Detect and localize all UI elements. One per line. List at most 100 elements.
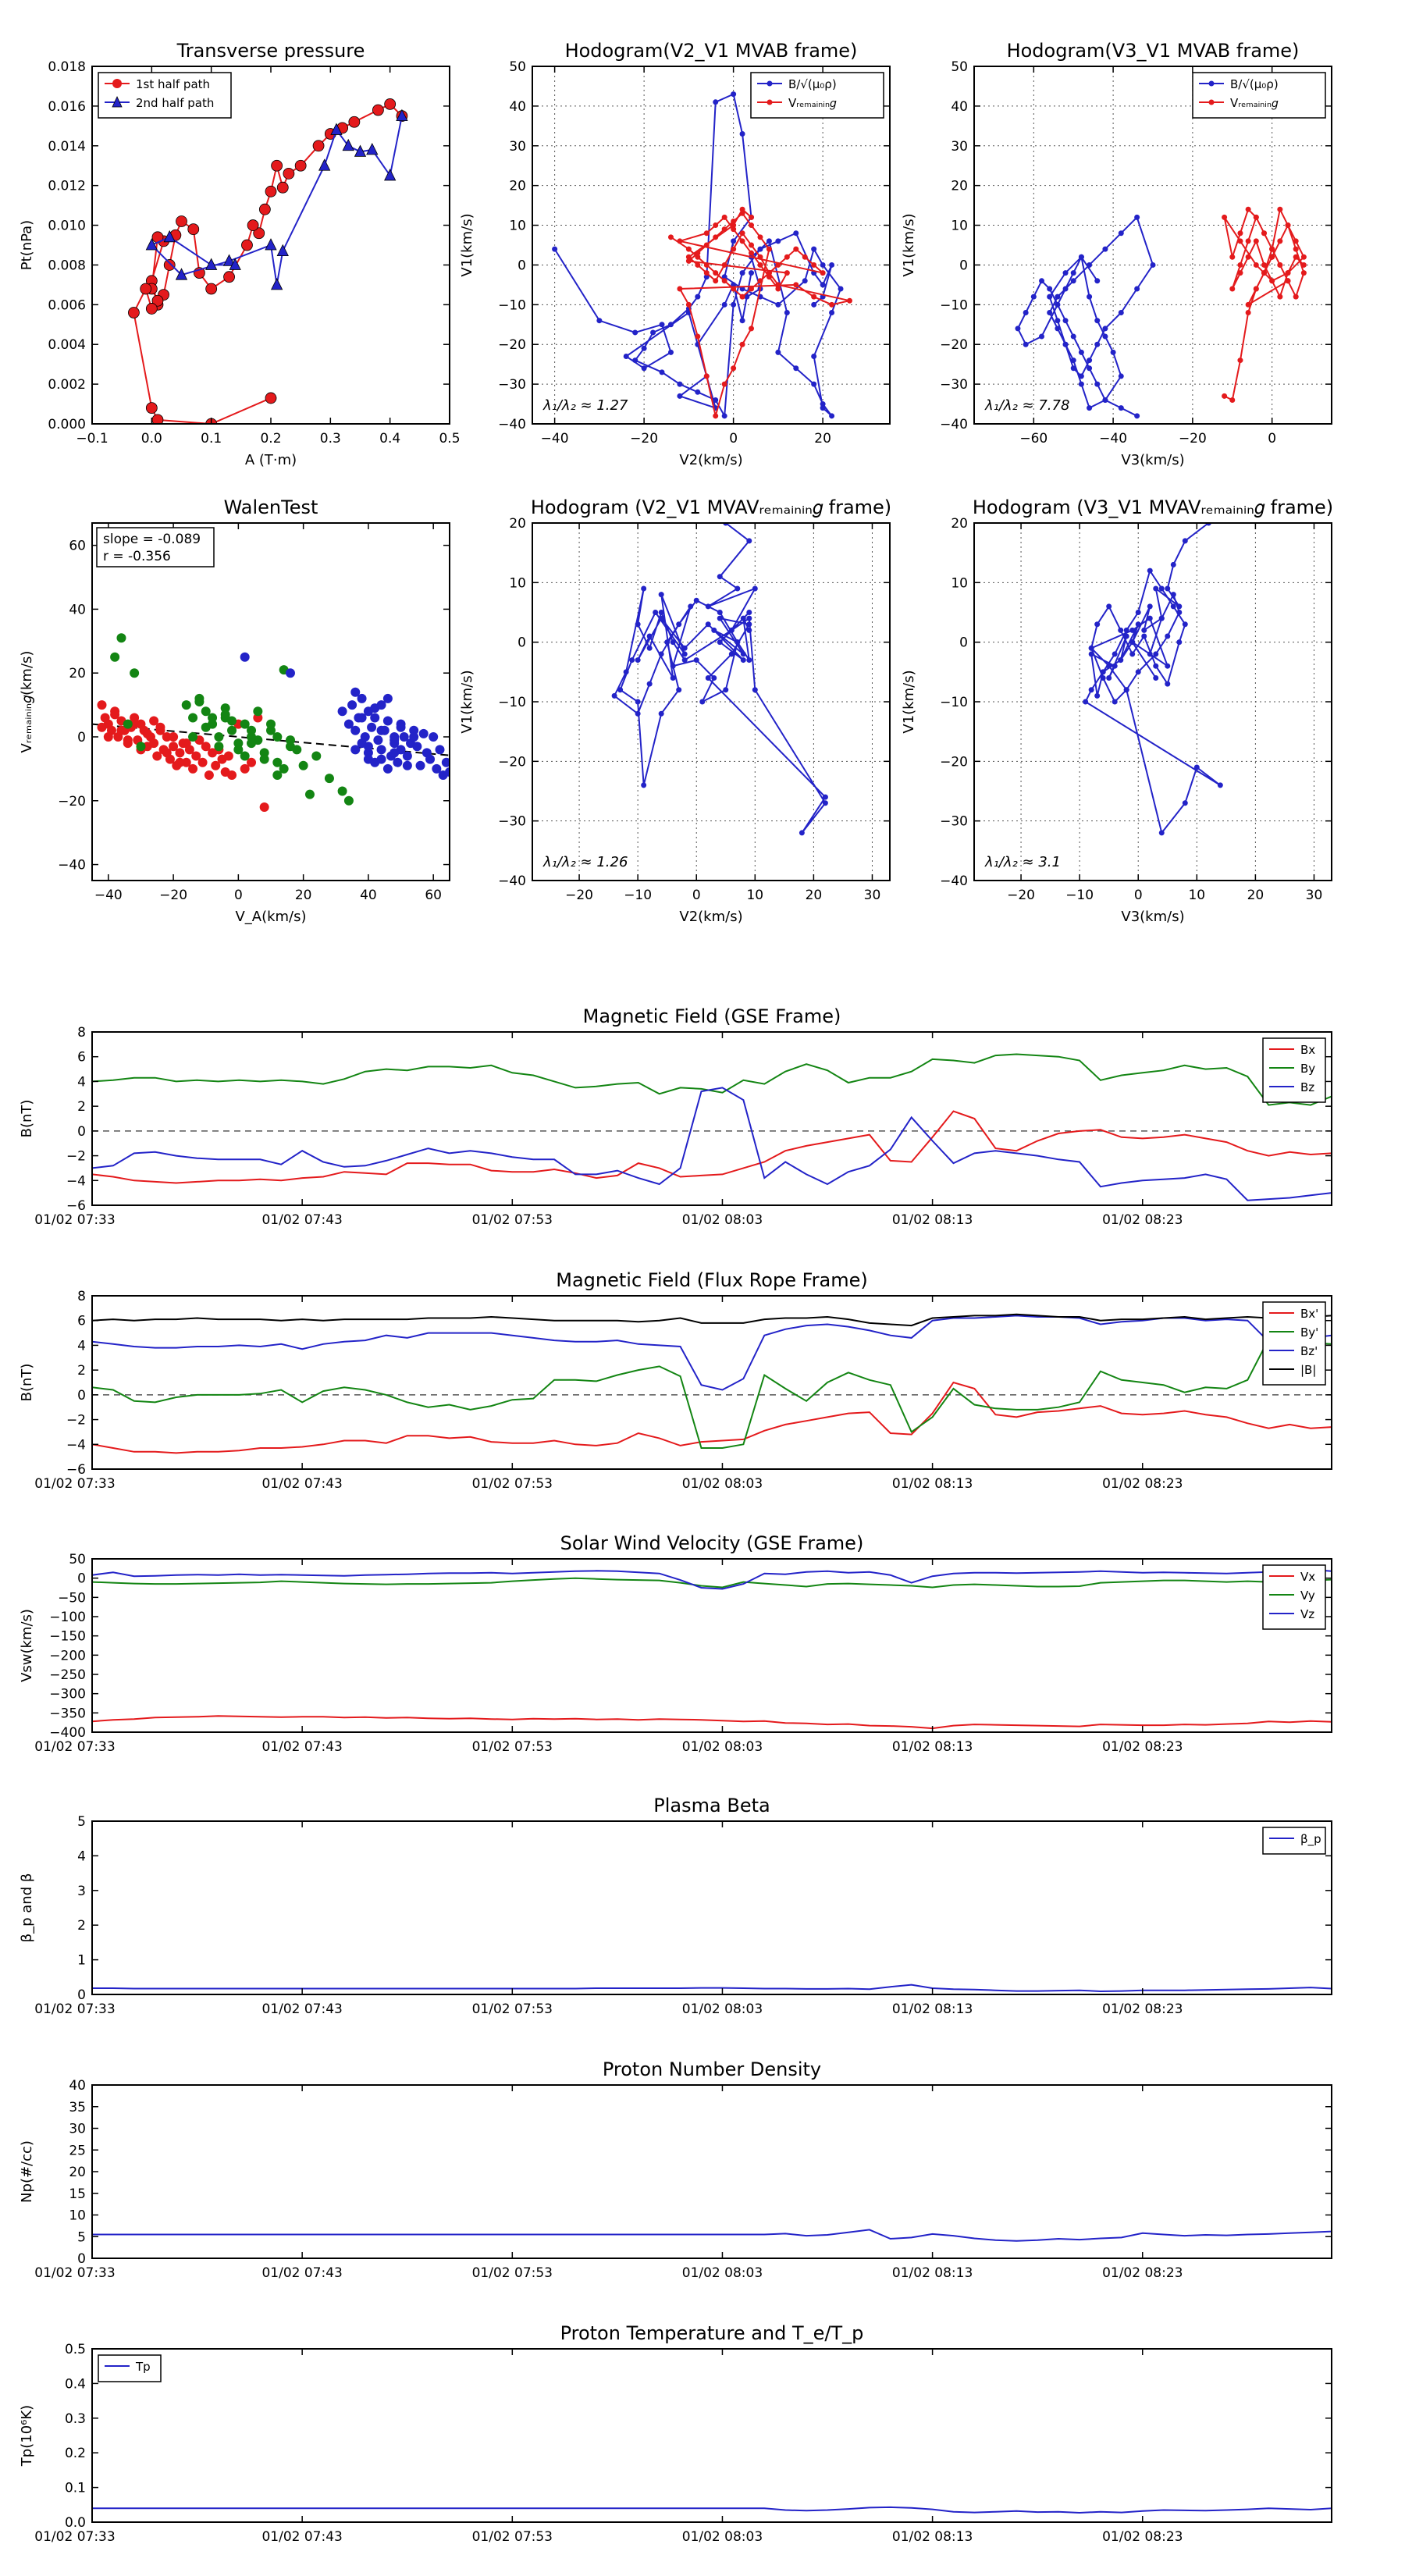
data-point bbox=[822, 800, 828, 806]
y-tick-label: −30 bbox=[498, 814, 526, 830]
plot-area-p3 bbox=[1015, 206, 1307, 419]
x-tick-label: −0.1 bbox=[76, 431, 108, 447]
x-tick-label: 60 bbox=[425, 888, 442, 903]
x-tick-label: 01/02 08:03 bbox=[682, 1739, 763, 1755]
data-point bbox=[272, 731, 283, 742]
data-point bbox=[1039, 333, 1045, 340]
data-point bbox=[357, 693, 367, 703]
legend-box bbox=[98, 72, 232, 119]
data-point bbox=[681, 651, 688, 657]
y-tick-label: −40 bbox=[498, 417, 526, 432]
data-point bbox=[731, 226, 737, 233]
data-point bbox=[829, 262, 835, 268]
data-point bbox=[227, 770, 237, 781]
y-tick-label: 10 bbox=[509, 575, 526, 591]
data-point bbox=[705, 674, 711, 681]
data-point bbox=[658, 610, 664, 615]
data-point bbox=[731, 365, 737, 372]
chart-title: Solar Wind Velocity (GSE Frame) bbox=[560, 1532, 864, 1554]
data-point bbox=[695, 294, 701, 300]
data-point bbox=[641, 585, 647, 592]
data-point bbox=[820, 401, 826, 407]
data-point bbox=[670, 639, 676, 646]
y-tick-label: 4 bbox=[77, 1074, 86, 1090]
x-tick-label: −20 bbox=[1179, 431, 1207, 447]
data-point bbox=[846, 297, 852, 304]
data-point bbox=[749, 270, 755, 276]
x-tick-label: 10 bbox=[1188, 888, 1205, 903]
y-tick-label: 20 bbox=[951, 516, 968, 532]
eigenvalue-ratio-label: λ₁/λ₂ ≈ 7.78 bbox=[984, 397, 1069, 414]
data-point bbox=[201, 722, 211, 732]
data-point bbox=[162, 731, 172, 742]
data-point bbox=[1062, 318, 1069, 324]
x-tick-label: 0 bbox=[234, 888, 243, 903]
data-point bbox=[1094, 278, 1101, 284]
x-tick-label: 01/02 07:33 bbox=[34, 2001, 115, 2017]
data-point bbox=[285, 742, 295, 752]
data-point bbox=[103, 731, 113, 742]
axes-frame bbox=[91, 1295, 1332, 1470]
y-tick-label: 10 bbox=[69, 2208, 86, 2224]
data-point bbox=[740, 615, 746, 621]
y-tick-label: 50 bbox=[951, 59, 968, 75]
data-point bbox=[646, 681, 653, 687]
chart-p8: 01/02 07:33 01/02 07:43 01/02 07:53 01/02 0… bbox=[19, 1269, 1332, 1492]
data-point bbox=[110, 710, 120, 720]
data-point bbox=[659, 369, 665, 375]
data-point bbox=[376, 725, 386, 735]
data-point bbox=[276, 181, 289, 194]
data-point bbox=[793, 365, 799, 372]
data-point bbox=[749, 286, 755, 292]
data-point bbox=[650, 329, 656, 336]
data-point bbox=[382, 763, 393, 774]
data-point bbox=[1293, 254, 1299, 260]
axes-frame bbox=[91, 522, 450, 881]
y-tick-label: −200 bbox=[49, 1648, 86, 1663]
data-point bbox=[703, 270, 710, 276]
data-point bbox=[676, 687, 682, 693]
axes-frame bbox=[973, 66, 1332, 425]
data-point bbox=[1087, 262, 1093, 268]
data-point bbox=[1182, 538, 1188, 544]
x-tick-label: −40 bbox=[94, 888, 123, 903]
data-point bbox=[670, 674, 676, 681]
data-point bbox=[357, 713, 367, 723]
data-point bbox=[1293, 238, 1299, 244]
legend-label: 1st half path bbox=[136, 77, 210, 91]
data-point bbox=[204, 770, 214, 781]
data-point bbox=[283, 167, 295, 180]
data-point bbox=[757, 254, 763, 260]
y-tick-label: −4 bbox=[66, 1173, 86, 1189]
legend-marker bbox=[1208, 80, 1215, 87]
data-point bbox=[1176, 610, 1183, 615]
data-point bbox=[757, 278, 763, 284]
data-point bbox=[253, 227, 265, 240]
data-point bbox=[241, 239, 253, 251]
data-point bbox=[240, 719, 250, 729]
y-tick-label: 0 bbox=[518, 258, 526, 273]
data-point bbox=[731, 286, 737, 292]
data-point bbox=[641, 365, 647, 372]
data-point bbox=[1039, 278, 1045, 284]
y-tick-label: −2 bbox=[66, 1413, 86, 1429]
chart-title: Transverse pressure bbox=[176, 40, 365, 62]
data-point bbox=[1293, 294, 1299, 300]
y-tick-label: 10 bbox=[951, 575, 968, 591]
data-point bbox=[1170, 561, 1176, 568]
axes-frame bbox=[91, 2348, 1332, 2523]
data-point bbox=[1087, 405, 1093, 411]
data-point bbox=[343, 795, 354, 806]
data-point bbox=[265, 392, 277, 404]
x-axis-label: A (T·m) bbox=[245, 452, 297, 468]
data-point bbox=[1147, 568, 1153, 574]
y-axis-label: V1(km/s) bbox=[901, 670, 917, 733]
y-tick-label: −350 bbox=[49, 1706, 86, 1721]
legend-label: 2nd half path bbox=[136, 96, 214, 110]
data-point bbox=[1141, 627, 1147, 633]
data-point bbox=[822, 794, 828, 800]
y-tick-label: −4 bbox=[66, 1437, 86, 1453]
series-line-0 bbox=[92, 1381, 1332, 1454]
chart-p12: 01/02 07:33 01/02 07:43 01/02 07:53 01/02 0… bbox=[19, 2322, 1332, 2545]
